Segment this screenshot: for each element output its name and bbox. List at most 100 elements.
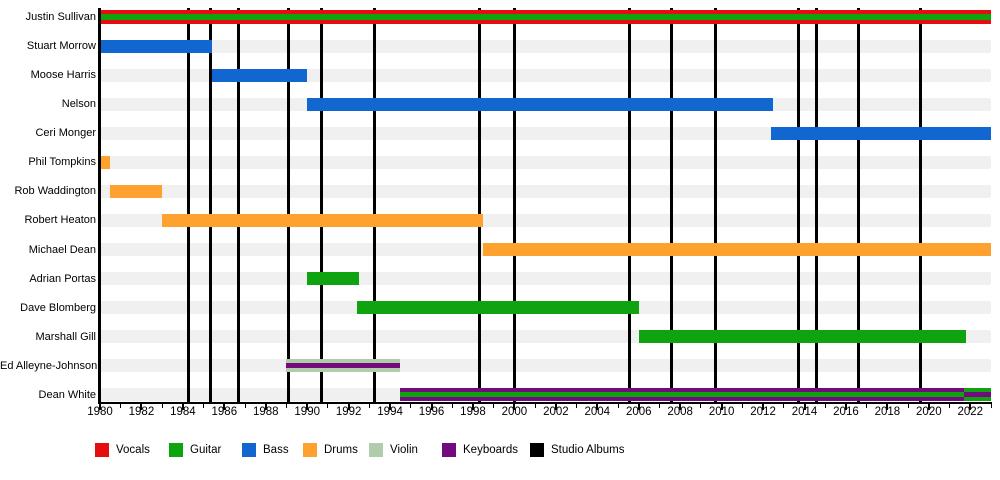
minor-tick [285,404,287,408]
album-line [512,8,516,402]
minor-tick [824,404,826,408]
major-tick [430,404,433,410]
minor-tick [617,404,619,408]
legend-swatch-guitar [169,443,183,457]
member-label: Dean White [38,388,96,401]
timeline-bar [100,39,212,53]
timeline-bar [100,10,991,24]
tick-label: 1982 [128,406,155,418]
major-tick [637,404,640,410]
major-tick [513,404,516,410]
album-line [320,8,324,402]
major-tick [347,404,350,410]
timeline-bar [483,243,991,257]
major-tick [99,404,101,410]
timeline-bar [307,272,359,286]
minor-tick [866,404,868,408]
album-line [287,8,291,402]
bar-stripe-keyboards [286,363,401,369]
major-tick [223,404,226,410]
tick-label: 2014 [791,406,818,418]
tick-label: 2004 [584,406,611,418]
legend-label: Studio Albums [551,444,625,456]
legend-swatch-vocals [95,443,109,457]
member-label: Adrian Portas [29,272,96,285]
member-label: Marshall Gill [35,330,96,343]
minor-tick [368,404,370,408]
tick-label: 1984 [170,406,196,418]
timeline-bar [400,388,965,402]
timeline-bar [100,155,111,169]
member-label: Ceri Monger [35,127,96,140]
tick-label: 1998 [460,406,486,418]
major-tick [927,404,930,410]
minor-tick [783,404,785,408]
bar-stripe-keyboards [964,392,991,398]
tick-label: 2008 [667,406,693,418]
legend-label: Drums [324,444,358,456]
album-line [477,8,481,402]
tick-label: 1994 [377,406,403,418]
tick-label: 2020 [916,406,942,418]
minor-tick [534,404,536,408]
minor-tick [120,404,122,408]
member-label: Dave Blomberg [20,301,96,314]
timeline-bar [307,97,774,111]
legend-label: Vocals [116,444,150,456]
major-tick [720,404,723,410]
timeline-bar [638,330,967,344]
album-line [919,8,923,402]
minor-tick [700,404,702,408]
legend-swatch-albums [530,443,544,457]
timeline-bar [964,388,991,402]
tick-label: 2012 [750,406,776,418]
legend-label: Guitar [190,444,222,456]
member-label: Justin Sullivan [25,11,96,23]
album-line [856,8,860,402]
album-line [237,8,241,402]
major-tick [762,404,765,410]
major-tick [389,404,392,410]
legend-label: Bass [263,444,289,456]
tick-label: 2016 [833,406,859,418]
album-line [186,8,190,402]
legend-swatch-bass [242,443,256,457]
album-line [815,8,819,402]
tick-label: 1980 [87,406,113,418]
major-tick [181,404,184,410]
minor-tick [410,404,412,408]
timeline-bar [286,359,401,373]
minor-tick [658,404,660,408]
major-tick [886,404,889,410]
major-tick [306,404,309,410]
major-tick [679,404,682,410]
album-line [713,8,717,402]
member-label: Moose Harris [30,69,96,82]
tick-label: 2010 [708,406,735,418]
major-tick [264,404,267,410]
minor-tick [451,404,453,408]
tick-label: 2018 [874,406,901,418]
member-label: Ed Alleyne-Johnson [0,359,98,372]
legend-swatch-keyboards [442,443,456,457]
member-label: Stuart Morrow [26,40,96,53]
album-line [209,8,213,402]
bar-stripe-guitar [100,14,991,20]
minor-tick [949,404,951,408]
member-label: Michael Dean [28,243,96,256]
major-tick [803,404,806,410]
axis-x [98,402,992,404]
timeline-bar [110,184,163,198]
album-line [796,8,800,402]
major-tick [844,404,847,410]
minor-tick [907,404,909,408]
member-label: Nelson [61,98,96,111]
tick-label: 1992 [335,406,362,418]
legend-swatch-drums [303,443,317,457]
tick-label: 1988 [252,406,279,418]
tick-label: 2022 [957,406,984,418]
tick-label: 2000 [501,406,528,418]
timeline-bar [771,126,991,140]
minor-tick [327,404,329,408]
